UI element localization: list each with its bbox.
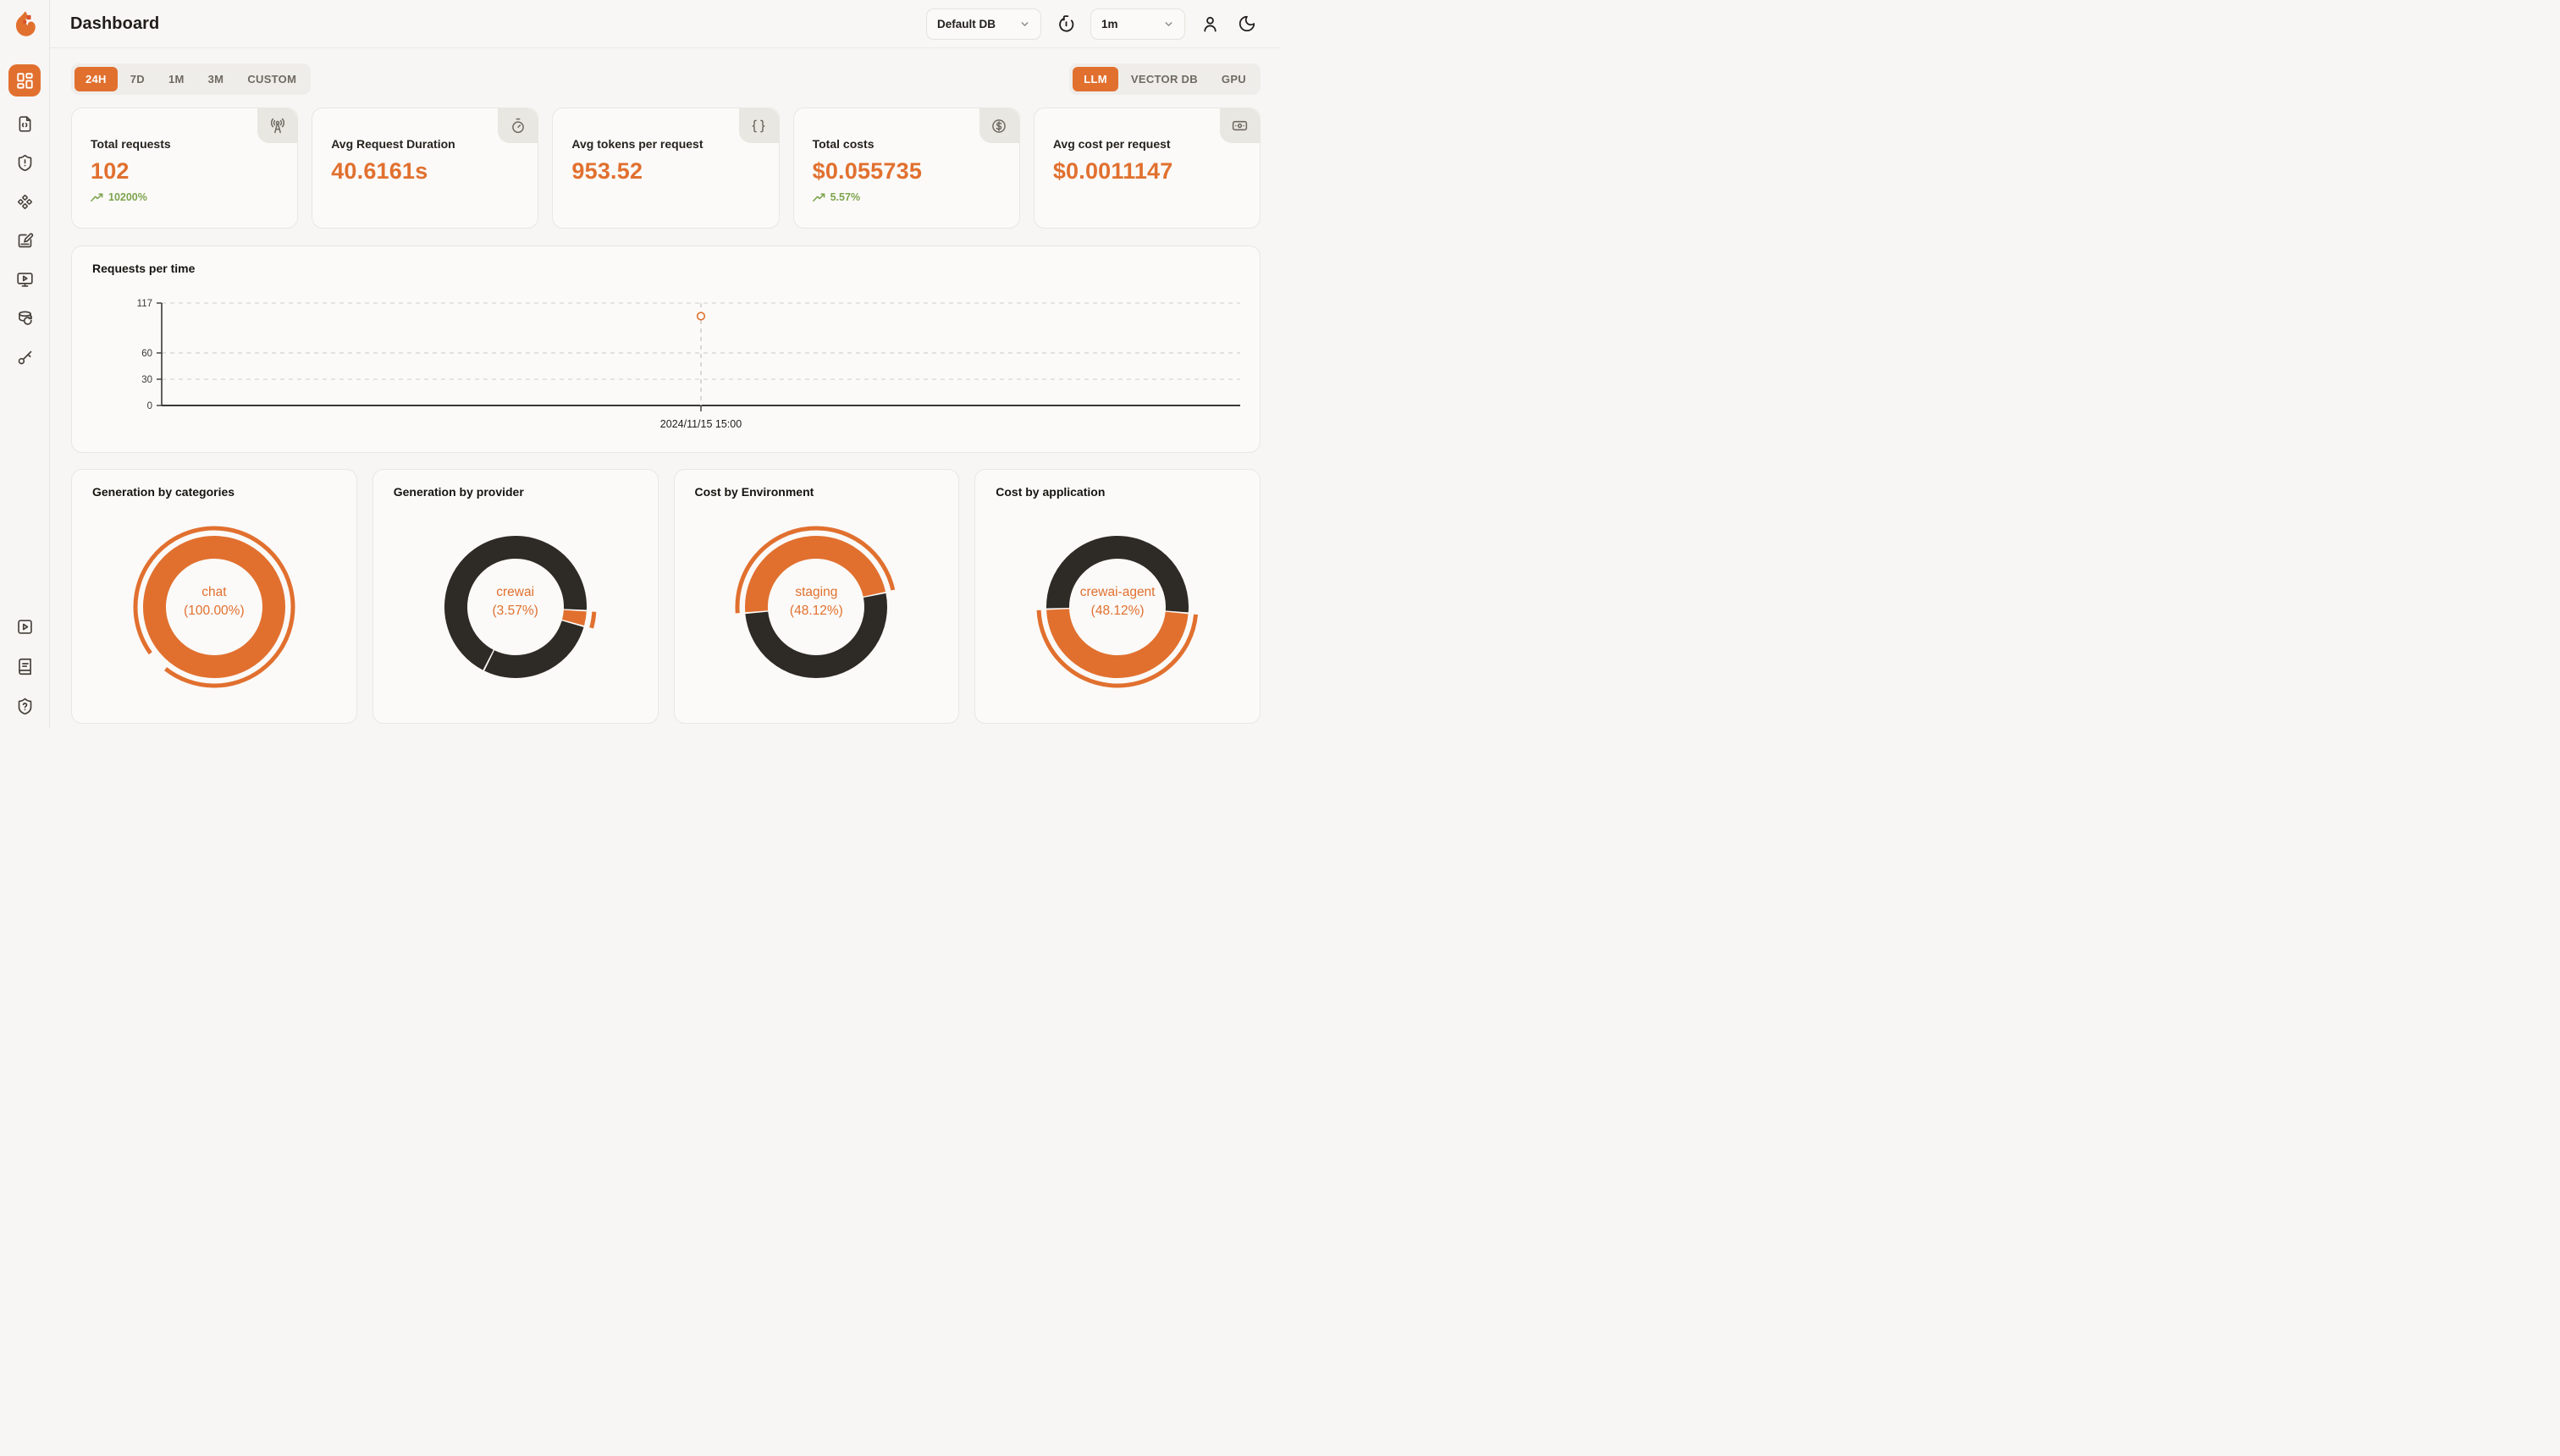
app-logo-flame-icon[interactable] (9, 8, 40, 41)
tab-3m[interactable]: 3M (197, 67, 235, 91)
refresh-interval-value: 1m (1101, 17, 1118, 30)
tab-vector-db[interactable]: VECTOR DB (1120, 67, 1209, 91)
stat-card-avg-cost: Avg cost per request $0.0011147 (1033, 108, 1261, 229)
stat-card-avg-tokens: Avg tokens per request 953.52 (552, 108, 780, 229)
sidebar-item-getting-started[interactable] (13, 615, 36, 638)
stat-value: 40.6161s (331, 158, 428, 184)
profile-button[interactable] (1197, 11, 1222, 36)
dashboard-app: { "header": { "title": "Dashboard", "db_… (0, 0, 1280, 728)
donut-title: Cost by Environment (694, 485, 814, 499)
tab-1m[interactable]: 1M (157, 67, 196, 91)
time-range-tabs: 24H 7D 1M 3M CUSTOM (71, 63, 312, 95)
moon-icon (1239, 15, 1255, 32)
banknote-icon (1232, 120, 1248, 131)
trending-up-icon (812, 192, 825, 201)
tab-7d[interactable]: 7D (119, 67, 156, 91)
donut-title: Generation by provider (393, 485, 524, 499)
donut-title: Generation by categories (92, 485, 235, 499)
database-selector[interactable]: Default DB (926, 8, 1041, 40)
chart-title: Requests per time (92, 262, 196, 275)
stat-value: 953.52 (571, 158, 643, 184)
requests-line-chart[interactable]: 0 30 60 117 2024/11/15 15:00 (72, 284, 1261, 449)
sidebar (0, 0, 50, 728)
sidebar-item-support[interactable] (13, 694, 36, 718)
database-selector-value: Default DB (937, 17, 996, 30)
stat-label: Total costs (812, 137, 874, 151)
stat-card-total-requests: Total requests 102 10200% (71, 108, 299, 229)
environment-donut-chart[interactable] (731, 522, 901, 692)
sidebar-item-api-keys[interactable] (13, 345, 36, 369)
generation-by-provider-card: Generation by provider crewai (3.57%) (372, 469, 659, 724)
book-icon (18, 658, 31, 675)
timer-icon (512, 118, 524, 133)
layout-dashboard-icon (17, 73, 33, 89)
user-icon (1203, 16, 1217, 32)
stat-value: 102 (91, 158, 130, 184)
sidebar-item-prompt-studio[interactable] (13, 229, 36, 252)
top-header: Dashboard Default DB 1m (50, 0, 1280, 48)
stat-trend: 10200% (91, 191, 279, 203)
file-code-icon (19, 115, 30, 132)
main-content: 24H 7D 1M 3M CUSTOM LLM VECTOR DB GPU (50, 48, 1280, 728)
square-play-icon (17, 619, 32, 634)
sidebar-nav (8, 64, 41, 369)
shield-alert-icon (18, 154, 31, 171)
sidebar-item-exceptions[interactable] (13, 151, 36, 174)
stat-trend: 5.57% (812, 191, 1001, 203)
refresh-history-button[interactable] (1053, 11, 1079, 36)
sidebar-item-documentation[interactable] (13, 654, 36, 678)
page-title: Dashboard (70, 14, 160, 33)
sidebar-bottom-nav (13, 615, 36, 718)
scope-tabs: LLM VECTOR DB GPU (1069, 63, 1261, 95)
svg-text:2024/11/15 15:00: 2024/11/15 15:00 (660, 418, 742, 430)
sidebar-item-requests[interactable] (13, 112, 36, 135)
sidebar-item-database-config[interactable] (13, 306, 36, 330)
stat-label: Avg Request Duration (331, 137, 455, 151)
tab-llm[interactable]: LLM (1073, 67, 1118, 91)
svg-text:117: 117 (137, 299, 152, 309)
braces-icon (752, 119, 765, 132)
tab-gpu[interactable]: GPU (1211, 67, 1257, 91)
stat-cards-row: Total requests 102 10200% Avg Request Du… (71, 108, 1261, 229)
svg-text:0: 0 (147, 401, 152, 411)
stat-value: $0.0011147 (1052, 158, 1173, 184)
sidebar-item-playground[interactable] (13, 267, 36, 291)
tab-24h[interactable]: 24H (74, 67, 118, 91)
svg-text:30: 30 (141, 375, 152, 385)
requests-per-time-card: Requests per time 0 30 60 117 2024/11/15 15:… (71, 245, 1261, 453)
chevron-down-icon (1021, 21, 1029, 26)
diamonds-icon (17, 194, 32, 209)
refresh-interval-selector[interactable]: 1m (1090, 8, 1185, 40)
database-backup-icon (18, 311, 32, 325)
svg-text:60: 60 (141, 349, 152, 359)
categories-donut-chart[interactable] (130, 522, 299, 692)
radio-tower-icon (270, 118, 284, 133)
donut-title: Cost by application (996, 485, 1106, 499)
circle-dollar-sign-icon (992, 119, 1007, 133)
stat-label: Avg tokens per request (571, 137, 703, 151)
monitor-play-icon (16, 272, 33, 287)
chevron-down-icon (1165, 21, 1172, 26)
stat-card-total-costs: Total costs $0.055735 5.57% (792, 108, 1020, 229)
stat-label: Total requests (91, 137, 171, 151)
sidebar-item-vault[interactable] (13, 190, 36, 213)
timer-reset-icon (1058, 14, 1073, 31)
stat-label: Avg cost per request (1052, 137, 1171, 151)
trending-up-icon (91, 192, 103, 201)
tab-custom[interactable]: CUSTOM (236, 67, 307, 91)
sidebar-item-dashboard[interactable] (8, 64, 41, 97)
notebook-pen-icon (18, 232, 33, 247)
donut-cards-row: Generation by categories chat (100.00%) … (71, 469, 1261, 724)
cost-by-environment-card: Cost by Environment staging (48.12%) (673, 469, 960, 724)
shield-question-icon (18, 698, 31, 714)
application-donut-chart[interactable] (1033, 522, 1202, 692)
key-icon (18, 350, 31, 364)
generation-by-categories-card: Generation by categories chat (100.00%) (71, 469, 357, 724)
theme-toggle-button[interactable] (1234, 11, 1260, 36)
provider-donut-chart[interactable] (431, 522, 600, 692)
cost-by-application-card: Cost by application crewai-agent (48.12%… (974, 469, 1261, 724)
stat-value: $0.055735 (812, 158, 923, 184)
stat-card-avg-duration: Avg Request Duration 40.6161s (312, 108, 539, 229)
